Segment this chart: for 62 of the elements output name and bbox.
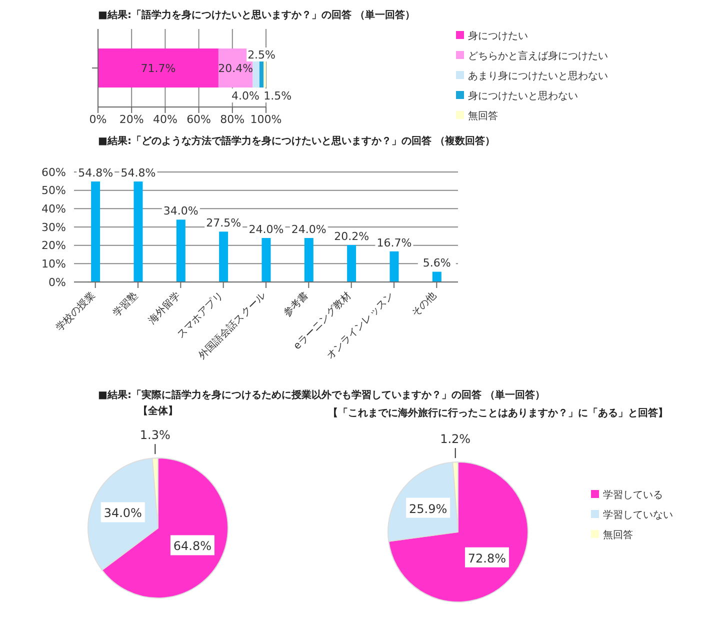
data-label: 54.8%: [120, 166, 156, 180]
x-tick-label: 参考書: [281, 290, 311, 320]
bar: [390, 251, 399, 282]
chart-title: 【「これまでに海外旅行に行ったことはありますか？」に「ある」と回答】: [327, 406, 669, 421]
data-label: 2.5%: [248, 48, 276, 62]
chart-subtitle: 【全体】: [137, 404, 179, 418]
data-label: 34.0%: [104, 506, 142, 520]
data-label: 25.9%: [409, 502, 448, 516]
x-tick-label: 海外留学: [146, 290, 183, 326]
x-tick-label: 学習塾: [110, 290, 140, 320]
data-label: 24.0%: [248, 223, 284, 236]
bar: [262, 238, 271, 282]
data-label: 20.4%: [218, 62, 254, 75]
x-tick-label: 100%: [250, 112, 282, 126]
bar: [176, 220, 186, 282]
x-tick-label: 40%: [152, 112, 178, 126]
x-tick-label: 80%: [220, 112, 245, 126]
legend-label: 身につけたいと思わない: [467, 90, 579, 104]
y-tick-label: 40%: [42, 202, 66, 216]
x-tick-label: 学校の授業: [54, 290, 98, 334]
data-label: 27.5%: [206, 216, 242, 230]
chart-title: ■結果:「語学力を身につけたいと思いますか？」の回答 （単一回答）: [97, 8, 416, 23]
data-label: 72.8%: [468, 551, 506, 566]
data-label: 16.7%: [376, 236, 412, 250]
data-label: 71.7%: [140, 62, 176, 75]
x-tick-label: 0%: [89, 112, 107, 126]
legend-label: 学習していない: [602, 509, 673, 523]
data-label: 64.8%: [173, 539, 212, 554]
data-label: 1.5%: [264, 90, 292, 102]
pie-slice: [388, 462, 528, 602]
bar: [91, 182, 100, 282]
bar: [98, 48, 218, 88]
y-tick-label: 60%: [42, 166, 66, 179]
bar: [219, 232, 228, 282]
y-tick-label: 20%: [42, 239, 66, 252]
legend-label: 無回答: [467, 110, 499, 124]
x-tick-label: 20%: [119, 112, 144, 126]
x-tick-label: 60%: [186, 112, 212, 126]
legend-label: どちらかと言えば身につけたい: [467, 50, 608, 64]
legend-label: 無回答: [602, 529, 634, 543]
legend-label: 身につけたい: [467, 30, 529, 44]
x-tick-label: その他: [409, 290, 439, 320]
data-label: 20.2%: [334, 230, 370, 243]
bar: [432, 272, 442, 282]
y-tick-label: 50%: [42, 184, 66, 198]
y-tick-label: 30%: [42, 220, 66, 234]
data-label: 24.0%: [291, 223, 326, 236]
text: ■結果:「実際に語学力を身につけるために授業以外でも学習していますか？」の回答 （単一回答）: [97, 388, 545, 403]
data-label: 1.2%: [440, 432, 471, 446]
chart-title: ■結果:「どのような方法で語学力を身につけたいと思いますか？」の回答 （複数回答）: [97, 134, 495, 149]
y-tick-label: 0%: [48, 276, 66, 289]
data-label: 4.0%: [231, 90, 260, 102]
bar: [304, 238, 314, 282]
y-tick-label: 10%: [42, 258, 66, 271]
bar: [134, 182, 143, 282]
data-label: 5.6%: [422, 256, 451, 270]
data-label: 34.0%: [163, 204, 198, 218]
data-label: 54.8%: [78, 166, 114, 180]
legend-label: 学習している: [602, 489, 664, 503]
data-label: 1.3%: [140, 428, 170, 442]
bar: [347, 244, 356, 282]
legend-label: あまり身につけたいと思わない: [467, 70, 608, 84]
